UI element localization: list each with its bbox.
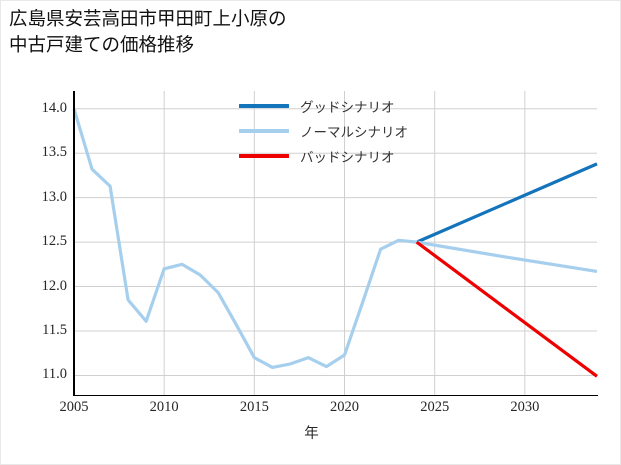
legend-swatch-icon [239, 103, 289, 108]
plot-area [72, 91, 598, 395]
y-tick-label: 11.0 [42, 366, 67, 383]
legend-item-1[interactable]: ノーマルシナリオ [239, 118, 449, 143]
y-axis-spine [73, 91, 75, 396]
legend-label: バッドシナリオ [300, 149, 395, 166]
series-line-1 [72, 108, 598, 370]
x-tick-label: 2015 [239, 399, 269, 415]
y-gridlines [74, 108, 597, 376]
y-tick-label: 12.0 [41, 277, 67, 294]
legend-swatch-icon [239, 153, 289, 158]
legend-item-2[interactable]: バッドシナリオ [239, 143, 449, 168]
y-tick-label: 11.5 [42, 322, 67, 338]
plot-svg [72, 91, 598, 395]
series-lines [72, 108, 598, 378]
x-tick-label: 2005 [59, 399, 89, 415]
y-tick-label: 14.0 [41, 99, 67, 116]
y-tick-label: 13.5 [41, 144, 67, 161]
chart-title: 広島県安芸高田市甲田町上小原の 中古戸建ての価格推移 [9, 9, 287, 56]
legend-label: グッドシナリオ [300, 99, 395, 116]
series-line-0 [416, 162, 598, 244]
x-axis-spine [73, 394, 598, 397]
x-tick-label: 2020 [330, 399, 360, 415]
y-tick-label: 12.5 [41, 233, 67, 250]
x-tick-label: 2030 [510, 399, 540, 415]
x-gridlines [73, 91, 526, 395]
x-tick-label: 2025 [420, 399, 450, 415]
chart-legend: グッドシナリオ ノーマルシナリオ バッドシナリオ [239, 93, 449, 168]
series-line-2 [415, 240, 598, 378]
x-axis-label: 年 [304, 426, 319, 442]
legend-swatch-icon [239, 128, 289, 133]
y-tick-label: 13.0 [41, 188, 67, 205]
x-tick-label: 2010 [149, 399, 179, 415]
legend-label: ノーマルシナリオ [300, 124, 408, 141]
legend-item-0[interactable]: グッドシナリオ [239, 93, 449, 118]
